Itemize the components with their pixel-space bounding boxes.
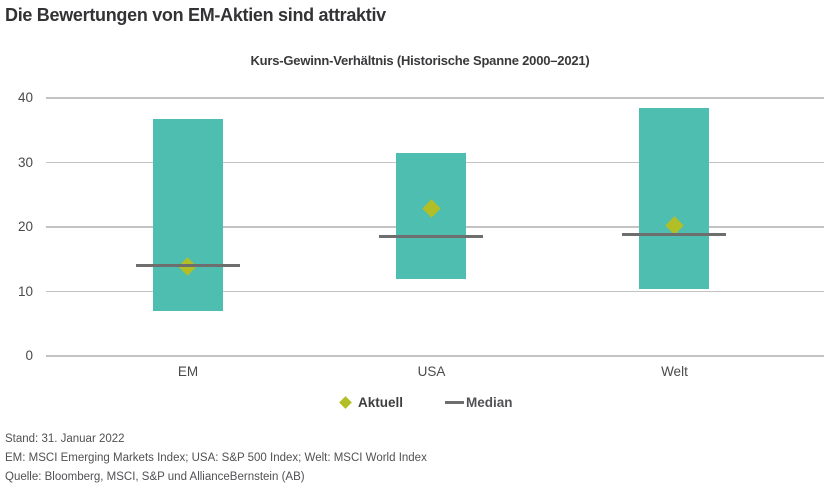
y-axis-tick-label: 10 bbox=[17, 283, 33, 299]
median-line bbox=[135, 263, 240, 268]
gridline bbox=[46, 355, 824, 357]
range-bar bbox=[639, 108, 710, 289]
footnote-indices: EM: MSCI Emerging Markets Index; USA: S&… bbox=[5, 452, 427, 464]
legend-label-median: Median bbox=[466, 395, 513, 410]
x-axis-category-label: Welt bbox=[661, 364, 688, 379]
range-bar bbox=[152, 118, 223, 311]
legend-label-aktuell: Aktuell bbox=[358, 395, 404, 410]
y-axis-tick-label: 20 bbox=[17, 219, 33, 234]
median-line bbox=[379, 234, 484, 239]
y-axis-tick-label: 30 bbox=[17, 154, 33, 170]
diamond-marker-icon bbox=[339, 396, 352, 409]
y-axis-tick-label: 0 bbox=[25, 348, 33, 363]
page-title: Die Bewertungen von EM-Aktien sind attra… bbox=[5, 5, 386, 25]
footnote-stand: Stand: 31. Januar 2022 bbox=[5, 433, 125, 445]
median-line bbox=[622, 232, 727, 237]
gridline bbox=[46, 290, 824, 293]
legend-item-median: Median bbox=[445, 395, 513, 410]
gridline bbox=[46, 97, 824, 99]
footnote-quelle: Quelle: Bloomberg, MSCI, S&P und Allianc… bbox=[5, 471, 305, 483]
legend-item-aktuell: Aktuell bbox=[339, 395, 404, 410]
chart-legend: Aktuell Median bbox=[339, 395, 513, 410]
chart-title: Kurs-Gewinn-Verhältnis (Historische Span… bbox=[250, 53, 590, 68]
x-axis-category-label: EM bbox=[177, 364, 199, 379]
chart-footnotes: Stand: 31. Januar 2022 EM: MSCI Emerging… bbox=[5, 430, 427, 487]
x-axis-category-label: USA bbox=[417, 364, 446, 379]
y-axis-tick-label: 40 bbox=[17, 90, 33, 105]
line-marker-icon bbox=[445, 401, 465, 404]
